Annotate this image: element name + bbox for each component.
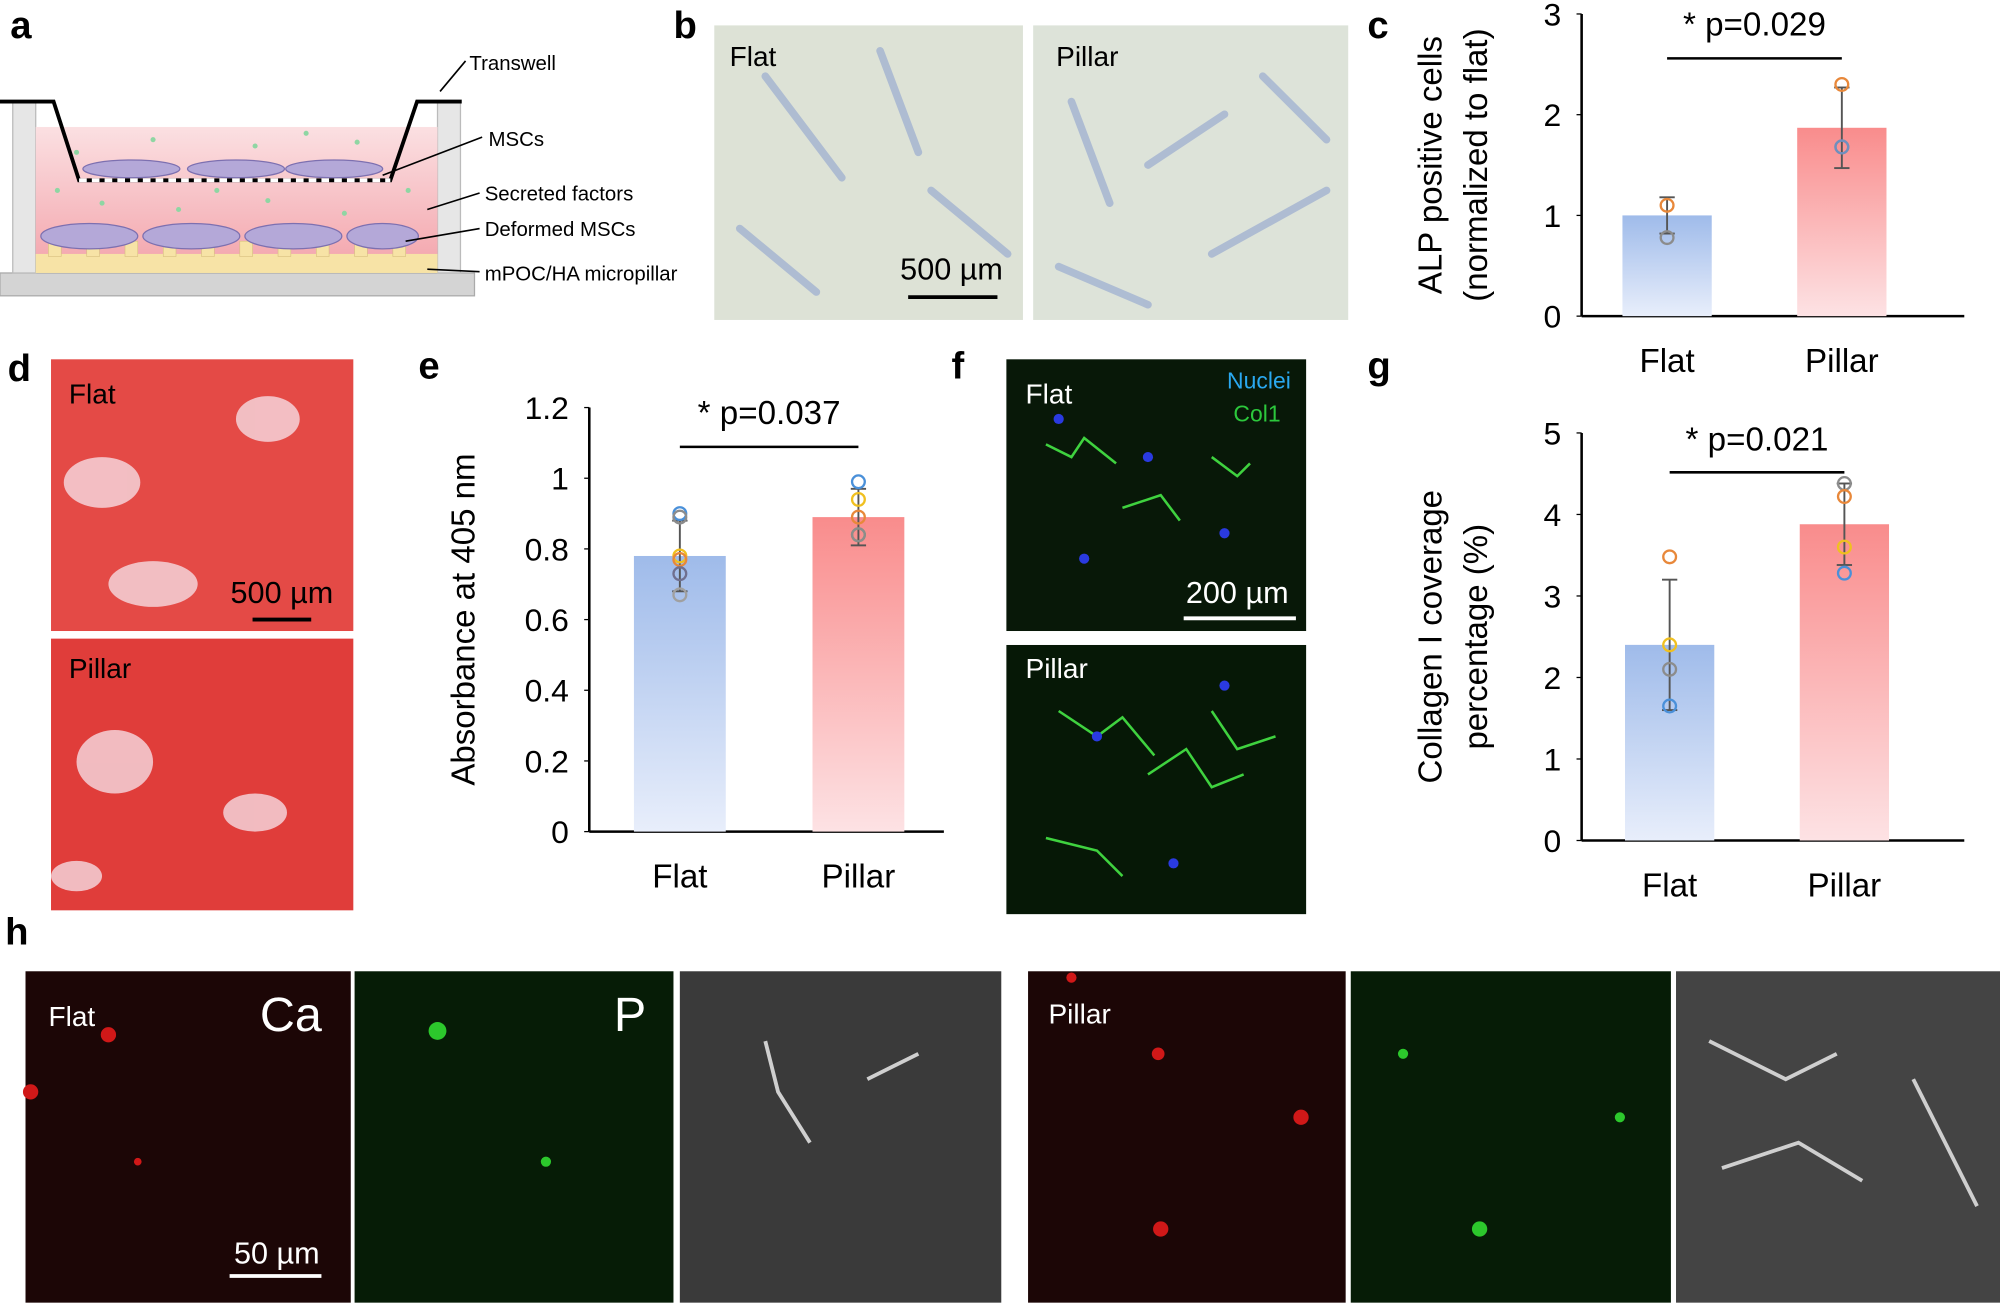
data-point xyxy=(672,587,688,603)
x-tick-label: Flat xyxy=(1642,867,1697,904)
data-point xyxy=(1836,489,1852,505)
x-tick-label: Pillar xyxy=(1805,343,1879,380)
data-point xyxy=(1659,230,1675,246)
y-tick-label: 0 xyxy=(1543,299,1561,335)
channel-label: Nuclei xyxy=(1227,368,1291,394)
diagram-label: Secreted factors xyxy=(485,184,634,206)
annotation: * p=0.029 xyxy=(1683,7,1826,44)
y-axis-label: Absorbance at 405 nm xyxy=(445,454,482,786)
data-point xyxy=(1834,139,1850,155)
y-tick-label: 1 xyxy=(1543,741,1561,777)
y-tick-label: 0.8 xyxy=(525,531,569,567)
y-tick-label: 1 xyxy=(1543,198,1561,234)
y-axis-label: Collagen I coverage xyxy=(1412,490,1449,784)
channel-label: Col1 xyxy=(1233,401,1280,427)
panel-label: f xyxy=(952,344,965,387)
panel-label: c xyxy=(1367,4,1388,47)
element-label: P xyxy=(614,988,646,1042)
panel-label: g xyxy=(1367,344,1390,387)
diagram-label: Transwell xyxy=(469,53,556,75)
image-label: Flat xyxy=(1026,379,1073,410)
x-tick-label: Flat xyxy=(1639,343,1694,380)
y-tick-label: 0 xyxy=(551,814,569,850)
annotation: * p=0.021 xyxy=(1686,422,1829,459)
image-label: Flat xyxy=(730,41,777,72)
image-label: Flat xyxy=(48,1001,95,1032)
panel-label: h xyxy=(5,911,28,954)
data-point xyxy=(672,566,688,582)
y-tick-label: 2 xyxy=(1543,660,1561,696)
y-tick-label: 5 xyxy=(1543,415,1561,451)
annotation: * p=0.037 xyxy=(698,395,841,432)
panel-label: b xyxy=(673,4,696,47)
scale-bar-label: 200 µm xyxy=(1186,576,1289,610)
y-tick-label: 3 xyxy=(1543,578,1561,614)
image-label: Pillar xyxy=(69,653,131,684)
x-tick-label: Flat xyxy=(652,859,707,896)
panel-label: e xyxy=(418,344,439,387)
element-label: Ca xyxy=(260,988,322,1042)
data-point xyxy=(1659,197,1675,213)
data-point xyxy=(1836,539,1852,555)
diagram-label: MSCs xyxy=(489,129,545,151)
data-point xyxy=(850,527,866,543)
y-tick-label: 0.2 xyxy=(525,743,569,779)
image-label: Pillar xyxy=(1048,998,1110,1029)
y-tick-label: 0.4 xyxy=(525,673,569,709)
data-point xyxy=(850,474,866,490)
data-point xyxy=(672,552,688,568)
data-point xyxy=(1662,698,1678,714)
y-tick-label: 0.6 xyxy=(525,602,569,638)
y-axis-label: ALP positive cells xyxy=(1412,36,1449,294)
y-tick-label: 0 xyxy=(1543,823,1561,859)
panel-label: d xyxy=(8,347,31,390)
micrograph: Flat Pillar 500 µm xyxy=(51,359,354,911)
image-label: Pillar xyxy=(1026,653,1088,684)
micrograph: Flat Pillar Nuclei Col1 200 µm xyxy=(1006,359,1307,915)
diagram-label: Deformed MSCs xyxy=(485,219,636,241)
micrograph: Flat Pillar 500 µm xyxy=(714,25,1349,320)
y-tick-label: 1.2 xyxy=(525,390,569,426)
bar xyxy=(633,555,726,832)
data-point xyxy=(1662,549,1678,565)
bar xyxy=(812,517,905,832)
data-point xyxy=(1662,637,1678,653)
diagram-label: mPOC/HA micropillar xyxy=(485,264,678,286)
y-tick-label: 4 xyxy=(1543,497,1561,533)
image-label: Flat xyxy=(69,379,116,410)
data-point xyxy=(850,491,866,507)
scale-bar-label: 500 µm xyxy=(231,576,334,610)
data-point xyxy=(1662,661,1678,677)
micrograph: Flat Ca P Pillar 50 µm xyxy=(22,971,2000,1303)
scale-bar-label: 500 µm xyxy=(900,252,1003,286)
bar xyxy=(1799,524,1890,841)
y-tick-label: 2 xyxy=(1543,97,1561,133)
data-point xyxy=(1836,565,1852,581)
y-axis-label: percentage (%) xyxy=(1458,524,1495,750)
y-tick-label: 3 xyxy=(1543,0,1561,32)
y-axis-label: (normalized to flat) xyxy=(1458,28,1495,301)
x-tick-label: Pillar xyxy=(822,859,896,896)
data-point xyxy=(672,509,688,525)
diagram: Transwell MSCs Secreted factors Deformed… xyxy=(0,53,678,297)
image-label: Pillar xyxy=(1056,41,1118,72)
panel-label: a xyxy=(10,4,32,47)
data-point xyxy=(1834,76,1850,92)
data-point xyxy=(850,509,866,525)
x-tick-label: Pillar xyxy=(1808,867,1882,904)
scale-bar-label: 50 µm xyxy=(234,1236,320,1270)
y-tick-label: 1 xyxy=(551,461,569,497)
